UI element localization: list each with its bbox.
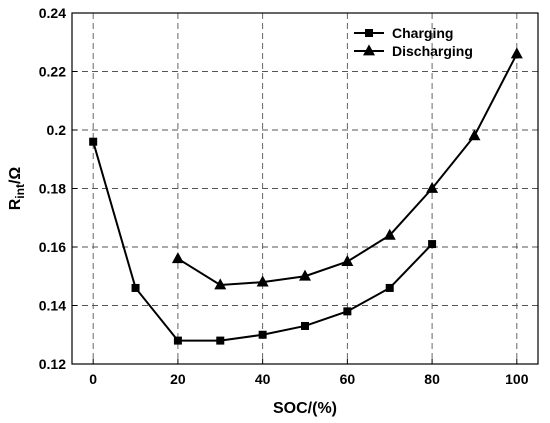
data-point-charging <box>385 283 394 292</box>
x-tick-label: 60 <box>340 371 356 387</box>
y-tick-label: 0.22 <box>39 64 66 80</box>
data-point-charging <box>301 321 309 330</box>
y-axis-label-subscript: int <box>13 184 27 199</box>
legend-marker-discharging <box>363 44 375 56</box>
data-point-charging <box>258 330 267 339</box>
legend-marker-charging <box>365 29 373 37</box>
y-tick-label: 0.12 <box>39 356 66 372</box>
legend-label-discharging: Discharging <box>392 43 473 59</box>
data-point-discharging <box>383 228 396 240</box>
data-point-discharging <box>341 255 354 267</box>
data-point-charging <box>89 137 98 146</box>
x-axis-label: SOC/(%) <box>273 400 337 417</box>
x-tick-label: 0 <box>89 371 97 387</box>
data-point-charging <box>428 240 437 249</box>
x-tick-label: 100 <box>505 371 529 387</box>
y-axis-label-main: R <box>7 198 24 210</box>
y-tick-label: 0.16 <box>39 239 66 255</box>
y-tick-label: 0.24 <box>39 5 66 21</box>
data-point-discharging <box>426 181 439 193</box>
x-tick-label: 20 <box>170 371 186 387</box>
data-point-discharging <box>468 129 481 141</box>
data-point-discharging <box>256 275 269 287</box>
y-tick-label: 0.14 <box>39 298 66 314</box>
axis-ticks: 0 20 40 60 80 100 0.12 0.14 0.16 0.18 0.2 0.22 0.24 <box>39 5 529 387</box>
series-charging <box>89 137 437 345</box>
y-tick-label: 0.18 <box>39 181 66 197</box>
series-layer <box>89 47 523 345</box>
legend-label-charging: Charging <box>392 25 453 41</box>
series-discharging <box>171 47 523 290</box>
legend: Charging Discharging <box>354 25 473 59</box>
data-point-discharging <box>214 278 227 290</box>
x-tick-label: 80 <box>424 371 440 387</box>
data-point-discharging <box>171 252 184 264</box>
y-axis-label: Rint/Ω <box>7 167 27 211</box>
data-point-charging <box>343 307 352 316</box>
grid-lines <box>72 12 538 365</box>
y-tick-label: 0.2 <box>47 122 67 138</box>
data-point-charging <box>173 336 182 345</box>
x-tick-label: 40 <box>255 371 271 387</box>
data-point-discharging <box>510 47 523 59</box>
data-point-charging <box>131 283 140 292</box>
data-point-discharging <box>299 269 311 281</box>
data-point-charging <box>216 336 225 345</box>
y-axis-label-suffix: /Ω <box>7 167 24 184</box>
